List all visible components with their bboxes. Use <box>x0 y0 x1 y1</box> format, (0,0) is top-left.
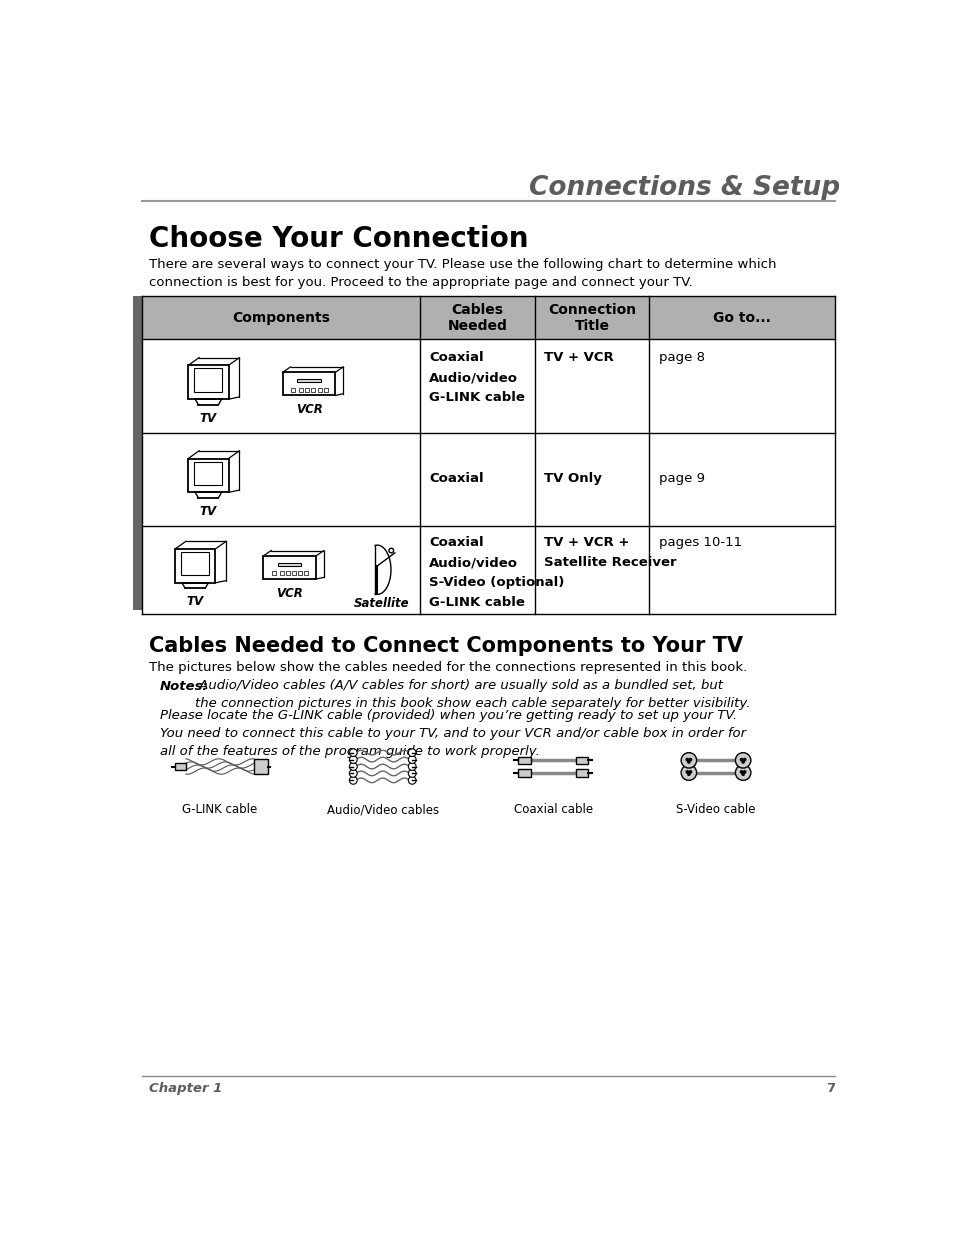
Circle shape <box>389 548 394 553</box>
Bar <box>133 296 142 610</box>
Text: Components: Components <box>232 310 330 325</box>
Bar <box>279 572 283 576</box>
Text: Coaxial
Audio/video
G-LINK cable: Coaxial Audio/video G-LINK cable <box>429 352 524 405</box>
Text: Audio/Video cables: Audio/Video cables <box>326 804 438 816</box>
Text: pages 10-11: pages 10-11 <box>658 536 741 550</box>
Text: Choose Your Connection: Choose Your Connection <box>149 225 528 253</box>
Text: Please locate the G-LINK cable (provided) when you’re getting ready to set up yo: Please locate the G-LINK cable (provided… <box>159 709 745 758</box>
Text: Connection
Title: Connection Title <box>547 303 636 332</box>
Circle shape <box>688 771 691 773</box>
Circle shape <box>742 771 745 773</box>
Bar <box>253 758 268 774</box>
Polygon shape <box>375 545 391 594</box>
Text: Audio/Video cables (A/V cables for short) are usually sold as a bundled set, but: Audio/Video cables (A/V cables for short… <box>195 679 750 710</box>
Text: VCR: VCR <box>276 587 303 600</box>
Circle shape <box>740 771 742 773</box>
Circle shape <box>349 748 356 757</box>
Bar <box>194 368 222 391</box>
Text: Cables
Needed: Cables Needed <box>447 303 507 332</box>
Circle shape <box>408 763 416 771</box>
Text: TV Only: TV Only <box>543 472 601 484</box>
Bar <box>304 572 308 576</box>
Text: VCR: VCR <box>295 403 322 416</box>
Text: The pictures below show the cables needed for the connections represented in thi: The pictures below show the cables neede… <box>149 661 746 674</box>
Circle shape <box>740 758 742 761</box>
Text: Go to...: Go to... <box>713 310 770 325</box>
Circle shape <box>741 773 743 776</box>
Bar <box>575 757 587 764</box>
Text: TV: TV <box>199 505 216 517</box>
Bar <box>517 757 530 764</box>
Bar <box>278 563 301 566</box>
Circle shape <box>349 777 356 784</box>
Text: Cables Needed to Connect Components to Your TV: Cables Needed to Connect Components to Y… <box>149 636 742 656</box>
Bar <box>286 572 290 576</box>
Circle shape <box>688 758 691 761</box>
Text: Connections & Setup: Connections & Setup <box>528 175 840 201</box>
Bar <box>292 572 295 576</box>
Text: Chapter 1: Chapter 1 <box>149 1082 222 1095</box>
Bar <box>297 379 320 383</box>
Bar <box>188 458 229 493</box>
Bar <box>188 366 229 399</box>
Text: page 9: page 9 <box>658 472 704 484</box>
Text: page 8: page 8 <box>658 352 704 364</box>
Circle shape <box>742 758 745 761</box>
Circle shape <box>349 763 356 771</box>
Circle shape <box>408 748 416 757</box>
Text: G-LINK cable: G-LINK cable <box>182 804 257 816</box>
Text: Coaxial: Coaxial <box>429 472 483 484</box>
Bar <box>142 296 835 340</box>
Circle shape <box>680 752 696 768</box>
Circle shape <box>408 769 416 777</box>
Text: 7: 7 <box>825 1082 835 1095</box>
Circle shape <box>349 756 356 763</box>
Circle shape <box>408 777 416 784</box>
Bar <box>194 462 222 484</box>
Text: Coaxial cable: Coaxial cable <box>513 804 592 816</box>
Bar <box>317 388 321 391</box>
Text: S-Video cable: S-Video cable <box>676 804 755 816</box>
Text: TV: TV <box>187 595 204 608</box>
Text: Coaxial
Audio/video
S-Video (optional)
G-LINK cable: Coaxial Audio/video S-Video (optional) G… <box>429 536 564 609</box>
Bar <box>323 388 328 391</box>
Bar <box>298 572 302 576</box>
Bar <box>142 296 835 614</box>
Bar <box>311 388 315 391</box>
Bar <box>291 388 294 391</box>
Circle shape <box>680 764 696 781</box>
Text: TV + VCR: TV + VCR <box>543 352 613 364</box>
Circle shape <box>687 761 689 763</box>
Bar <box>517 769 530 777</box>
Text: There are several ways to connect your TV. Please use the following chart to det: There are several ways to connect your T… <box>149 258 776 289</box>
Text: Satellite: Satellite <box>353 598 409 610</box>
Circle shape <box>685 758 688 761</box>
Circle shape <box>349 769 356 777</box>
Circle shape <box>685 771 688 773</box>
Circle shape <box>735 752 750 768</box>
Bar <box>282 372 335 395</box>
Bar <box>575 769 587 777</box>
Circle shape <box>741 761 743 763</box>
Bar <box>305 388 309 391</box>
Text: Notes:: Notes: <box>159 679 208 693</box>
Bar <box>174 550 215 583</box>
Bar <box>298 388 303 391</box>
Bar <box>263 556 315 579</box>
Text: TV: TV <box>199 411 216 425</box>
Bar <box>174 763 186 771</box>
Bar <box>272 572 275 576</box>
Circle shape <box>408 756 416 763</box>
Bar <box>181 552 209 576</box>
Circle shape <box>735 764 750 781</box>
Circle shape <box>687 773 689 776</box>
Text: TV + VCR +
Satellite Receiver: TV + VCR + Satellite Receiver <box>543 536 676 569</box>
